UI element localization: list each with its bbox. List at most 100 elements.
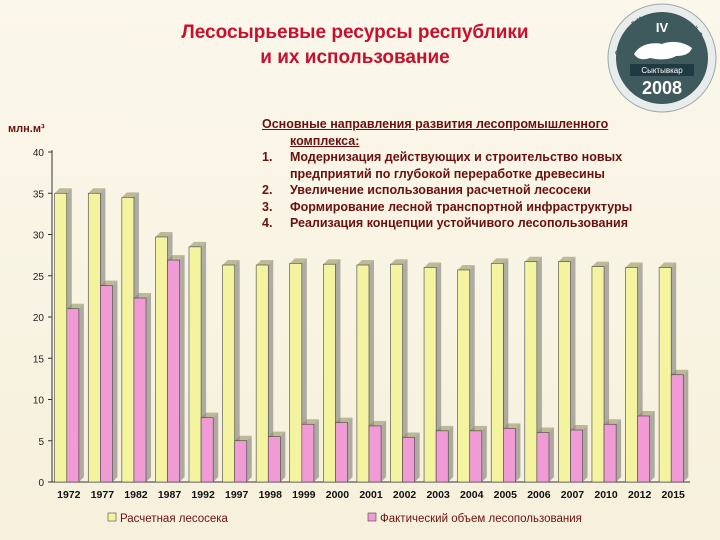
- bar-raschetnaya-top: [591, 261, 610, 267]
- bar-raschetnaya: [121, 197, 135, 483]
- bar-fakticheskiy-side: [649, 411, 655, 482]
- direction-number: 1.: [262, 150, 273, 164]
- x-tick-label: 2015: [662, 489, 686, 501]
- forum-logo-emblem: Северный Инвестиционный Форум IV Сыктывк…: [607, 3, 717, 113]
- y-tick-label: 5: [38, 437, 44, 448]
- x-tick-label: 2007: [561, 489, 585, 501]
- bar-fakticheskiy-top: [402, 432, 420, 438]
- bar-fakticheskiy-top: [301, 419, 319, 425]
- x-tick-label: 2005: [494, 489, 518, 501]
- x-tick-label: 2001: [359, 489, 383, 501]
- bar-raschetnaya: [323, 263, 336, 483]
- y-tick-label: 40: [33, 148, 45, 159]
- bar-fakticheskiy-side: [548, 427, 554, 482]
- bar-raschetnaya: [457, 269, 471, 483]
- bar-raschetnaya: [155, 236, 168, 483]
- direction-text-line-1: Реализация концепции устойчивого лесопол…: [290, 216, 628, 230]
- bar-raschetnaya: [255, 264, 269, 483]
- bar-raschetnaya-side: [536, 256, 542, 482]
- bar-fakticheskiy: [133, 297, 147, 483]
- x-tick-label: 1999: [292, 489, 316, 501]
- bar-raschetnaya: [222, 264, 235, 483]
- bar-raschetnaya-side: [234, 260, 240, 482]
- bar-raschetnaya: [524, 261, 538, 483]
- bar-raschetnaya: [658, 267, 672, 483]
- title-line-2: и их использование: [260, 47, 450, 68]
- bar-raschetnaya-top: [390, 259, 408, 265]
- bar-fakticheskiy: [603, 423, 617, 483]
- y-tick-label: 0: [38, 478, 44, 489]
- bar-raschetnaya: [591, 266, 605, 483]
- bar-fakticheskiy-top: [536, 427, 554, 433]
- y-tick-label: 35: [33, 189, 45, 200]
- directions-heading-line-2: комплекса:: [290, 133, 360, 148]
- bar-fakticheskiy: [234, 440, 248, 483]
- logo-year: 2008: [642, 78, 682, 98]
- x-tick-label: 1972: [57, 489, 81, 501]
- bar-fakticheskiy: [267, 436, 281, 483]
- direction-text-line-2: предприятий по глубокой переработке древ…: [290, 166, 605, 181]
- bar-raschetnaya-top: [323, 259, 341, 265]
- bar-fakticheskiy-side: [616, 419, 622, 482]
- bar-raschetnaya: [490, 263, 504, 483]
- bar-fakticheskiy: [100, 285, 113, 483]
- x-tick-label: 1987: [158, 489, 182, 501]
- bar-fakticheskiy-top: [671, 369, 689, 375]
- y-tick-label: 15: [33, 354, 45, 365]
- y-tick-label: 25: [33, 272, 45, 283]
- bar-raschetnaya-top: [659, 262, 677, 268]
- bar-raschetnaya-top: [121, 192, 139, 198]
- bar-fakticheskiy-side: [347, 417, 353, 482]
- bar-fakticheskiy-top: [268, 431, 286, 437]
- x-tick-label: 2012: [628, 489, 652, 501]
- direction-item-2: 2. Увеличение использования расчетной ле…: [262, 182, 702, 199]
- bar-fakticheskiy-side: [146, 293, 152, 482]
- direction-number: 2.: [262, 183, 273, 197]
- bar-fakticheskiy-side: [78, 303, 84, 482]
- bar-raschetnaya-top: [491, 258, 509, 264]
- bar-fakticheskiy: [200, 417, 214, 483]
- y-axis-label: млн.м³: [8, 123, 45, 135]
- bar-fakticheskiy-side: [582, 425, 588, 482]
- direction-number: 3.: [262, 199, 273, 214]
- bar-fakticheskiy-side: [313, 419, 319, 482]
- legend-label-fakticheskiy: Фактический объем лесопользования: [380, 513, 582, 525]
- bar-fakticheskiy-side: [414, 432, 420, 482]
- bar-raschetnaya-top: [189, 241, 207, 247]
- bar-fakticheskiy: [637, 415, 651, 483]
- bar-fakticheskiy: [536, 432, 550, 483]
- bar-raschetnaya: [289, 263, 303, 483]
- bar-fakticheskiy-side: [381, 420, 387, 482]
- bar-fakticheskiy-top: [66, 303, 84, 309]
- bar-raschetnaya-top: [424, 262, 442, 268]
- bar-raschetnaya: [423, 267, 437, 483]
- bar-raschetnaya-top: [457, 264, 475, 270]
- bar-fakticheskiy: [670, 374, 684, 483]
- logo-roman: IV: [656, 20, 669, 35]
- direction-number: 4.: [262, 216, 273, 230]
- x-tick-label: 1992: [191, 489, 215, 501]
- bar-fakticheskiy-side: [112, 280, 118, 482]
- bar-fakticheskiy: [335, 422, 348, 483]
- bar-raschetnaya: [558, 261, 571, 483]
- y-tick-label: 30: [33, 231, 45, 242]
- bar-fakticheskiy: [435, 430, 449, 483]
- bar-raschetnaya: [188, 246, 202, 483]
- bar-raschetnaya: [390, 263, 403, 483]
- direction-text-line-1: Формирование лесной транспортной инфраст…: [290, 199, 633, 214]
- bar-fakticheskiy: [469, 430, 483, 483]
- logo-city: Сыктывкар: [641, 66, 683, 75]
- bar-raschetnaya: [356, 264, 370, 483]
- bar-fakticheskiy-top: [503, 423, 521, 429]
- bar-raschetnaya-top: [625, 262, 643, 268]
- bar-fakticheskiy: [570, 429, 583, 483]
- x-tick-label: 2010: [594, 489, 618, 501]
- bar-fakticheskiy-side: [481, 425, 487, 482]
- x-tick-label: 2003: [426, 489, 450, 501]
- bar-fakticheskiy-top: [335, 417, 353, 423]
- bar-raschetnaya-top: [155, 231, 173, 237]
- development-directions: Основные направления развития лесопромыш…: [262, 116, 702, 232]
- direction-item-3: 3. Формирование лесной транспортной инфр…: [262, 199, 702, 216]
- bar-fakticheskiy-top: [234, 435, 252, 441]
- bar-raschetnaya-top: [54, 188, 72, 194]
